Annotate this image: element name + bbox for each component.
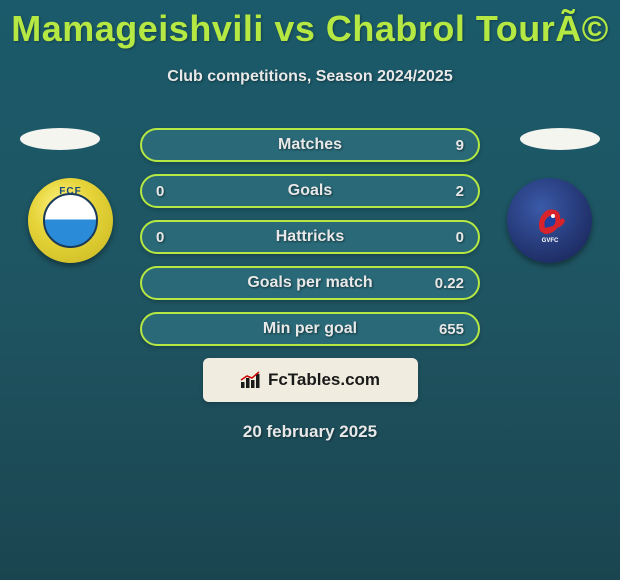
- stats-container: Matches 9 0 Goals 2 0 Hattricks 0 Goals …: [0, 128, 620, 346]
- stat-right-value: 2: [456, 183, 464, 200]
- stat-right-value: 9: [456, 137, 464, 154]
- club-badge-right: GVFC: [507, 178, 592, 263]
- bar-chart-icon: [240, 371, 262, 389]
- stat-label: Goals per match: [247, 274, 372, 292]
- halo-left: [20, 128, 100, 150]
- badge-left-text: FCF: [59, 186, 81, 197]
- stat-right-value: 655: [439, 321, 464, 338]
- rooster-icon: GVFC: [525, 196, 575, 246]
- svg-text:GVFC: GVFC: [541, 238, 558, 244]
- stat-left-value: 0: [156, 229, 164, 246]
- stat-label: Min per goal: [263, 320, 357, 338]
- stat-row-mpg: Min per goal 655: [140, 312, 480, 346]
- stat-row-gpm: Goals per match 0.22: [140, 266, 480, 300]
- page-title: Mamageishvili vs Chabrol TourÃ©: [0, 0, 620, 50]
- stat-row-goals: 0 Goals 2: [140, 174, 480, 208]
- stat-label: Hattricks: [276, 228, 344, 246]
- date-text: 20 february 2025: [0, 422, 620, 442]
- stat-right-value: 0: [456, 229, 464, 246]
- stat-left-value: 0: [156, 183, 164, 200]
- stat-right-value: 0.22: [435, 275, 464, 292]
- stat-label: Goals: [288, 182, 332, 200]
- stat-row-hattricks: 0 Hattricks 0: [140, 220, 480, 254]
- badge-left-shield-icon: [43, 193, 98, 248]
- branding-text: FcTables.com: [268, 370, 380, 390]
- stat-label: Matches: [278, 136, 342, 154]
- subtitle: Club competitions, Season 2024/2025: [0, 68, 620, 86]
- stat-row-matches: Matches 9: [140, 128, 480, 162]
- halo-right: [520, 128, 600, 150]
- branding-box[interactable]: FcTables.com: [203, 358, 418, 402]
- club-badge-left: FCF: [28, 178, 113, 263]
